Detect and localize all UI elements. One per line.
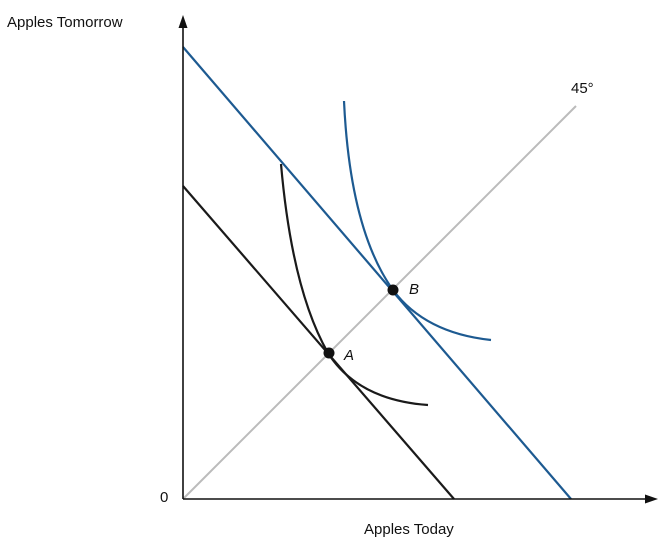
indifference-curve-upper — [342, 100, 492, 342]
y-axis-arrowhead — [178, 15, 188, 28]
y-axis-label: Apples Tomorrow — [7, 14, 123, 31]
budget-line-upper — [182, 46, 572, 500]
point-a-label: A — [343, 347, 354, 364]
point-a-marker — [323, 347, 335, 359]
diagonal-45-line — [182, 105, 577, 500]
x-axis-label: Apples Today — [364, 521, 454, 538]
budget-line-lower — [182, 185, 455, 500]
origin-label: 0 — [160, 489, 168, 506]
point-b-label: B — [409, 281, 419, 298]
indifference-curve-lower — [279, 163, 429, 407]
diagonal-45-label: 45° — [571, 80, 594, 97]
point-b-marker — [387, 284, 399, 296]
x-axis-arrowhead — [645, 494, 658, 504]
